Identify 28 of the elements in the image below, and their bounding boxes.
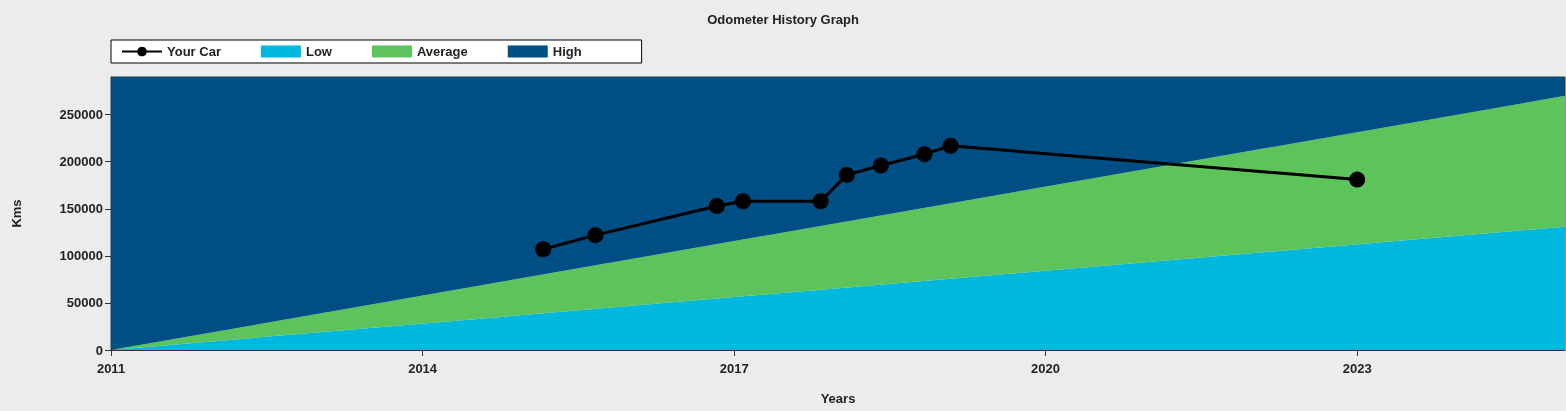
x-tick-label: 2014 [408, 361, 438, 376]
point [708, 197, 725, 214]
point [942, 137, 959, 154]
x-axis-title: Years [820, 391, 856, 406]
point [735, 193, 752, 210]
y-tick-label: 50000 [66, 295, 103, 311]
y-tick-label: 100000 [59, 248, 103, 264]
y-tick-label: 200000 [59, 154, 103, 170]
legend-label: Average [416, 44, 468, 59]
legend-label: Your Car [167, 44, 221, 59]
x-tick-label: 2017 [719, 361, 749, 376]
y-tick-label: 250000 [59, 107, 103, 123]
x-tick-label: 2020 [1031, 361, 1061, 376]
chart-title: Odometer History Graph [707, 12, 859, 27]
point [1349, 171, 1366, 188]
point [587, 227, 604, 244]
x-tick-label: 2023 [1342, 361, 1372, 376]
point [812, 193, 829, 210]
y-tick-label: 150000 [59, 201, 103, 217]
legend-label: High [552, 44, 582, 59]
x-tick-label: 2011 [96, 361, 126, 376]
point [916, 146, 933, 163]
point [838, 166, 855, 183]
y-tick-label: 0 [95, 342, 103, 358]
point [535, 241, 552, 258]
y-axis-title: Kms [9, 199, 24, 228]
legend-label: Low [305, 44, 333, 59]
point [872, 157, 889, 174]
